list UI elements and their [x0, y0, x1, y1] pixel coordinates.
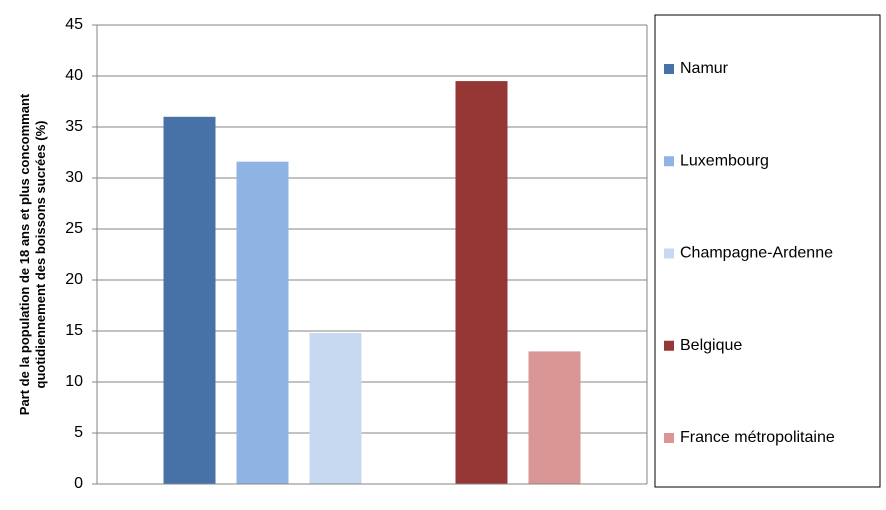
legend-swatch — [664, 248, 674, 259]
y-tick-label: 40 — [65, 67, 83, 84]
legend-swatch — [664, 64, 674, 74]
y-tick-label: 25 — [65, 220, 83, 237]
y-tick-label: 5 — [74, 424, 83, 441]
y-tick-label: 10 — [65, 373, 83, 390]
y-tick-label: 0 — [74, 475, 83, 492]
legend-label: Champagne-Ardenne — [680, 245, 833, 262]
y-axis-label-line: quotidiennement des boissons sucrées (%) — [33, 121, 48, 389]
bar — [163, 116, 216, 485]
legend-swatch — [664, 156, 674, 167]
bar — [455, 81, 508, 484]
y-tick-label: 20 — [65, 271, 83, 288]
bar — [236, 161, 289, 484]
y-tick-label: 15 — [65, 322, 83, 339]
legend-label: France métropolitaine — [680, 429, 835, 446]
legend-swatch — [664, 340, 674, 351]
y-tick-label: 35 — [65, 118, 83, 135]
legend-label: Luxembourg — [680, 152, 769, 169]
bar — [528, 351, 581, 484]
legend-label: Namur — [680, 60, 729, 77]
y-axis-label: Part de la population de 18 ans et plus … — [17, 93, 48, 415]
legend-swatch — [664, 433, 674, 443]
legend-box — [654, 14, 881, 488]
y-tick-label: 30 — [65, 169, 83, 186]
y-tick-label: 45 — [65, 16, 83, 33]
bar — [309, 333, 362, 484]
legend-label: Belgique — [680, 337, 742, 354]
y-axis-label-line: Part de la population de 18 ans et plus … — [17, 93, 32, 415]
